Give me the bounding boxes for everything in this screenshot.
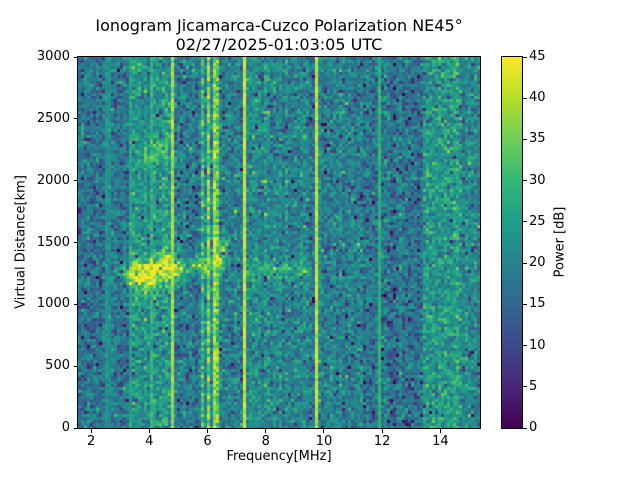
tick-label: 40	[529, 90, 546, 106]
tick-label: 2	[86, 434, 96, 449]
tick-mark	[73, 303, 77, 305]
tick-label: 500	[45, 358, 70, 374]
tick-mark	[523, 427, 527, 429]
tick-mark	[523, 56, 527, 58]
tick-mark	[73, 365, 77, 367]
tick-mark	[523, 180, 527, 182]
tick-label: 6	[203, 434, 212, 449]
tick-label: 8	[261, 434, 270, 449]
tick-label: 15	[529, 296, 546, 312]
tick-label: 14	[432, 434, 449, 449]
tick-mark	[90, 429, 92, 433]
tick-mark	[439, 429, 441, 433]
tick-mark	[207, 429, 209, 433]
tick-mark	[523, 97, 527, 99]
tick-mark	[73, 56, 77, 58]
tick-mark	[73, 427, 77, 429]
plot-title: Ionogram Jicamarca-Cuzco Polarization NE…	[78, 16, 480, 54]
ionogram-heatmap	[78, 57, 480, 428]
tick-label: 2500	[36, 110, 70, 126]
tick-mark	[323, 429, 325, 433]
tick-mark	[523, 303, 527, 305]
tick-mark	[523, 221, 527, 223]
tick-mark	[73, 242, 77, 243]
tick-label: 10	[315, 434, 333, 449]
tick-mark	[523, 262, 527, 264]
tick-mark	[265, 429, 267, 433]
colorbar-label: Power [dB]	[552, 206, 568, 278]
colorbar-gradient	[502, 57, 522, 428]
tick-label: 25	[529, 213, 546, 229]
tick-label: 20	[529, 255, 546, 271]
tick-label: 2000	[36, 172, 70, 188]
tick-mark	[523, 138, 527, 140]
tick-mark	[523, 386, 527, 388]
tick-mark	[73, 180, 77, 182]
tick-label: 35	[529, 131, 546, 147]
tick-mark	[148, 429, 150, 433]
tick-label: 1000	[36, 296, 70, 312]
tick-label: 30	[529, 172, 546, 188]
y-axis-label: Virtual Distance[km]	[13, 175, 29, 309]
tick-mark	[523, 345, 527, 347]
plot-title-line2: 02/27/2025-01:03:05 UTC	[175, 35, 383, 54]
tick-mark	[73, 118, 77, 120]
tick-mark	[381, 429, 383, 433]
tick-label: 4	[145, 434, 154, 449]
plot-area	[77, 56, 481, 429]
tick-label: 45	[529, 49, 546, 64]
tick-label: 1500	[36, 234, 70, 250]
tick-label: 3000	[36, 49, 70, 64]
tick-label: 0	[529, 420, 538, 435]
x-axis-label: Frequency[MHz]	[226, 449, 332, 464]
tick-label: 10	[529, 337, 546, 353]
tick-label: 12	[373, 434, 391, 449]
tick-label: 5	[529, 378, 538, 394]
colorbar	[501, 56, 523, 429]
tick-label: 0	[61, 420, 70, 435]
plot-title-line1: Ionogram Jicamarca-Cuzco Polarization NE…	[95, 16, 463, 35]
